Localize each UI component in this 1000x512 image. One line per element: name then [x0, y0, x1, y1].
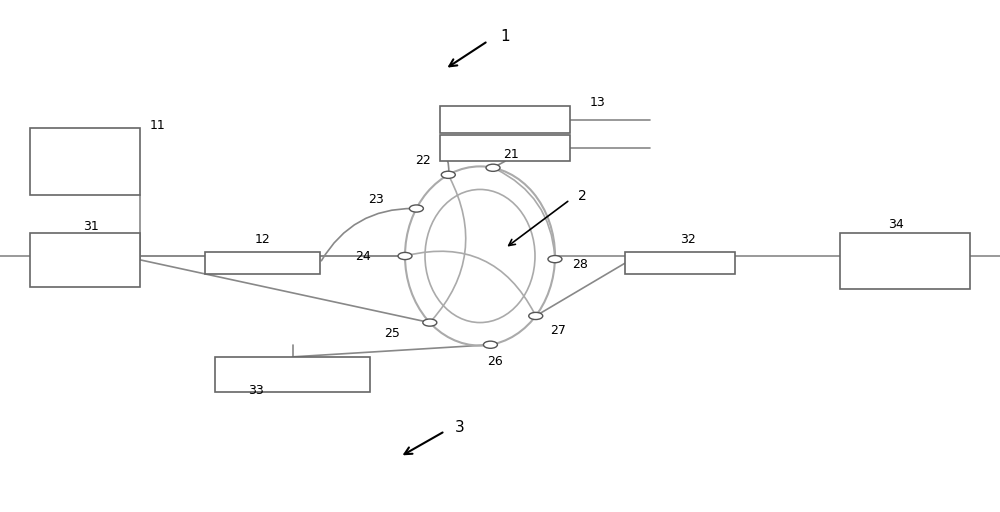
Text: 13: 13 — [590, 96, 606, 109]
Circle shape — [441, 171, 455, 178]
Text: 34: 34 — [888, 218, 904, 231]
Text: 33: 33 — [248, 383, 264, 397]
Text: 27: 27 — [550, 324, 566, 337]
Text: 26: 26 — [488, 355, 503, 368]
Bar — [215, 357, 370, 392]
Text: 22: 22 — [415, 154, 431, 167]
Text: 2: 2 — [578, 188, 587, 203]
Circle shape — [398, 252, 412, 260]
Bar — [30, 233, 140, 287]
Text: 11: 11 — [150, 119, 166, 132]
Text: 24: 24 — [355, 249, 371, 263]
Text: 21: 21 — [503, 148, 519, 161]
Text: 1: 1 — [500, 29, 510, 45]
Bar — [840, 233, 970, 289]
Circle shape — [483, 341, 497, 348]
Bar — [205, 252, 320, 274]
Bar — [625, 252, 735, 274]
Text: 28: 28 — [572, 258, 588, 271]
Circle shape — [423, 319, 437, 326]
Circle shape — [529, 312, 543, 319]
Bar — [440, 135, 570, 161]
Circle shape — [486, 164, 500, 172]
Circle shape — [409, 205, 423, 212]
Text: 32: 32 — [680, 232, 696, 246]
Text: 12: 12 — [255, 232, 271, 246]
Text: 3: 3 — [455, 420, 465, 435]
Text: 31: 31 — [83, 220, 99, 233]
Bar — [440, 106, 570, 133]
Circle shape — [548, 255, 562, 263]
Text: 25: 25 — [384, 327, 400, 340]
Bar — [30, 128, 140, 195]
Text: 23: 23 — [369, 193, 384, 206]
